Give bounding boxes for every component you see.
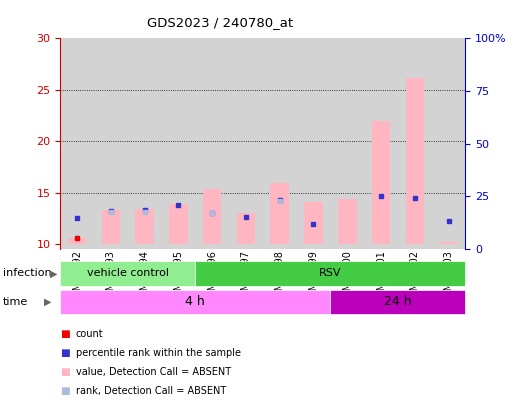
Text: time: time: [3, 297, 28, 307]
Bar: [68, 238, 86, 244]
Bar: [236, 213, 255, 244]
Bar: [398, 38, 431, 249]
Bar: [270, 183, 289, 244]
Text: vehicle control: vehicle control: [87, 269, 169, 278]
Bar: [101, 210, 120, 244]
Bar: [431, 38, 465, 249]
Text: rank, Detection Call = ABSENT: rank, Detection Call = ABSENT: [76, 386, 226, 396]
Bar: [338, 199, 357, 244]
Bar: [364, 38, 398, 249]
Bar: [405, 77, 424, 244]
Text: ■: ■: [60, 367, 70, 377]
Bar: [60, 290, 331, 314]
Bar: [297, 38, 331, 249]
Bar: [162, 38, 195, 249]
Text: count: count: [76, 329, 104, 339]
Bar: [229, 38, 263, 249]
Bar: [331, 290, 465, 314]
Text: GDS2023 / 240780_at: GDS2023 / 240780_at: [146, 16, 293, 29]
Text: 4 h: 4 h: [185, 295, 205, 308]
Bar: [169, 204, 188, 244]
Text: ■: ■: [60, 329, 70, 339]
Text: ■: ■: [60, 386, 70, 396]
Text: RSV: RSV: [319, 269, 342, 278]
Text: 24 h: 24 h: [384, 295, 412, 308]
Bar: [128, 38, 162, 249]
Bar: [94, 38, 128, 249]
Bar: [195, 261, 465, 286]
Bar: [263, 38, 297, 249]
Text: value, Detection Call = ABSENT: value, Detection Call = ABSENT: [76, 367, 231, 377]
Text: percentile rank within the sample: percentile rank within the sample: [76, 348, 241, 358]
Bar: [203, 190, 221, 244]
Text: ▶: ▶: [50, 269, 58, 278]
Bar: [195, 38, 229, 249]
Bar: [372, 121, 390, 244]
Text: infection: infection: [3, 269, 51, 278]
Bar: [60, 38, 94, 249]
Text: ▶: ▶: [44, 297, 52, 307]
Bar: [331, 38, 364, 249]
Bar: [439, 242, 458, 244]
Bar: [135, 209, 154, 244]
Bar: [60, 261, 195, 286]
Bar: [304, 202, 323, 244]
Text: ■: ■: [60, 348, 70, 358]
